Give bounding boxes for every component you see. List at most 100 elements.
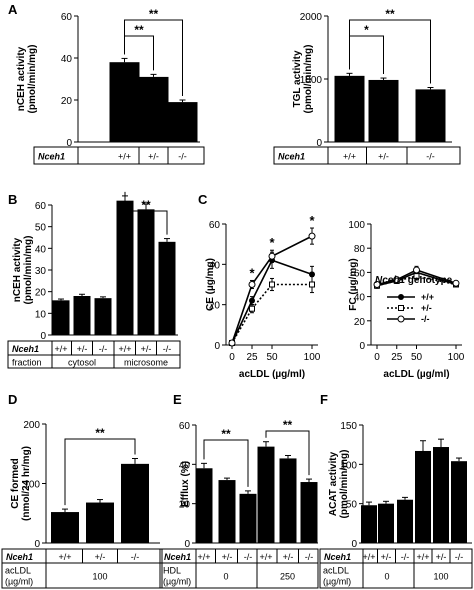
x-tick-label: 50 [411, 352, 423, 363]
y-tick-label: 40 [61, 54, 73, 65]
table-cell: +/- [141, 344, 152, 354]
panel-4: 0 20 40 60 80 100 0 25 50 100 FC (µg/mg) acLDL (µg/… [348, 220, 465, 380]
significance-bracket [64, 438, 136, 506]
bar [73, 296, 91, 335]
bar [138, 76, 169, 142]
y-tick-label: 0 [184, 539, 190, 550]
significance-bracket [124, 19, 183, 96]
y-axis-label: Efflux (%) [180, 461, 191, 507]
significance-bracket [203, 439, 249, 487]
bar [300, 482, 318, 543]
y-axis-label: nCEH activity [12, 237, 23, 302]
table-row-label: Nceh1 [6, 552, 33, 562]
data-point [228, 339, 236, 347]
panel-7: 0 50 100 150 ACAT activity (pmol/min/mg) Nceh1… [319, 392, 473, 589]
data-point [393, 276, 401, 284]
bar [433, 447, 449, 543]
significance-label: ** [149, 7, 159, 21]
y-tick-label: 40 [35, 244, 47, 255]
significance-label: * [364, 23, 369, 37]
significance-label: * [269, 235, 275, 250]
table-group-label: 100 [433, 572, 448, 582]
bar [109, 62, 140, 143]
panel-label: D [8, 392, 17, 407]
data-point [268, 252, 276, 260]
bar [415, 450, 431, 543]
y-tick-label: 50 [346, 500, 358, 511]
bar [361, 505, 377, 543]
y-tick-label: 100 [348, 220, 365, 231]
data-point [249, 297, 255, 304]
panel-label: F [320, 392, 328, 407]
table-cell: -/- [455, 552, 464, 562]
table-row-label: Nceh1 [324, 552, 351, 562]
table-row-label: Nceh1 [278, 152, 305, 162]
table-cell: -/- [426, 152, 435, 162]
bar [52, 300, 70, 335]
bar [368, 79, 399, 142]
y-axis-label: ACAT activity [328, 451, 339, 516]
table-cell: +/+ [58, 552, 71, 562]
y-tick-label: 0 [66, 138, 72, 149]
table-group-label: microsome [124, 358, 168, 368]
significance-label: * [249, 265, 255, 280]
y-tick-label: 60 [179, 421, 191, 432]
table-row-label: Nceh1 [12, 344, 39, 354]
x-tick-label: 100 [304, 352, 321, 363]
data-point [309, 281, 315, 288]
y-tick-label: 20 [35, 288, 47, 299]
bar [137, 209, 155, 335]
table-cell: +/- [222, 552, 233, 562]
significance-label: ** [141, 198, 151, 212]
y-tick-label: 10 [35, 309, 47, 320]
y-tick-label: 40 [179, 460, 191, 471]
bar [158, 241, 176, 335]
bar [86, 502, 114, 543]
significance-bracket [265, 430, 310, 476]
significance-label: ** [283, 418, 293, 432]
bar [121, 463, 149, 543]
table-cell: -/- [131, 552, 140, 562]
series-line [231, 283, 312, 344]
significance-label: * [309, 213, 315, 228]
x-axis-label: acLDL (µg/ml) [239, 369, 305, 380]
significance-bracket [349, 35, 384, 75]
table-cell: +/- [381, 552, 392, 562]
panel-3: 0 20 40 60 0 25 50 100 CE (µg/mg) acLDL (µg/ml) * *… [198, 192, 321, 380]
bar [218, 480, 236, 543]
bar [415, 89, 446, 142]
data-point [309, 271, 315, 278]
series-line [231, 235, 313, 344]
y-tick-label: 20 [209, 301, 221, 312]
data-point [308, 232, 316, 240]
series-line [376, 269, 457, 286]
panel-6: 0 20 40 60 Efflux (%) ** ** Nceh1 +/+ +/- -/- +/+ +/… [159, 392, 319, 589]
bar [51, 512, 79, 543]
legend-entry: +/- [421, 303, 432, 313]
table-row-label: (µg/ml) [163, 577, 191, 587]
bar [94, 298, 112, 335]
table-row-label: Nceh1 [164, 552, 191, 562]
legend-marker [398, 294, 404, 300]
significance-label: ** [221, 427, 231, 441]
table-row-label: acLDL [5, 566, 31, 576]
panel-label: C [198, 192, 208, 207]
legend-entry: -/- [421, 314, 430, 324]
table-cell: -/- [244, 552, 253, 562]
bar [239, 493, 257, 543]
table-cell: -/- [305, 552, 314, 562]
data-point [269, 281, 275, 288]
y-tick-label: 100 [340, 460, 357, 471]
table-cell: +/- [436, 552, 447, 562]
panel-2: 0 10 20 30 40 50 60 nCEH activity (pmol/min/mg) *… [7, 191, 181, 369]
bar [397, 499, 413, 543]
y-axis-label: CE (µg/mg) [205, 258, 216, 311]
table-row-label: fraction [12, 358, 42, 368]
y-tick-label: 150 [340, 421, 357, 432]
table-cell: -/- [163, 344, 172, 354]
y-tick-label: 200 [23, 420, 40, 431]
bar [195, 468, 213, 543]
table-cell: +/- [77, 344, 88, 354]
x-tick-label: 100 [448, 352, 465, 363]
